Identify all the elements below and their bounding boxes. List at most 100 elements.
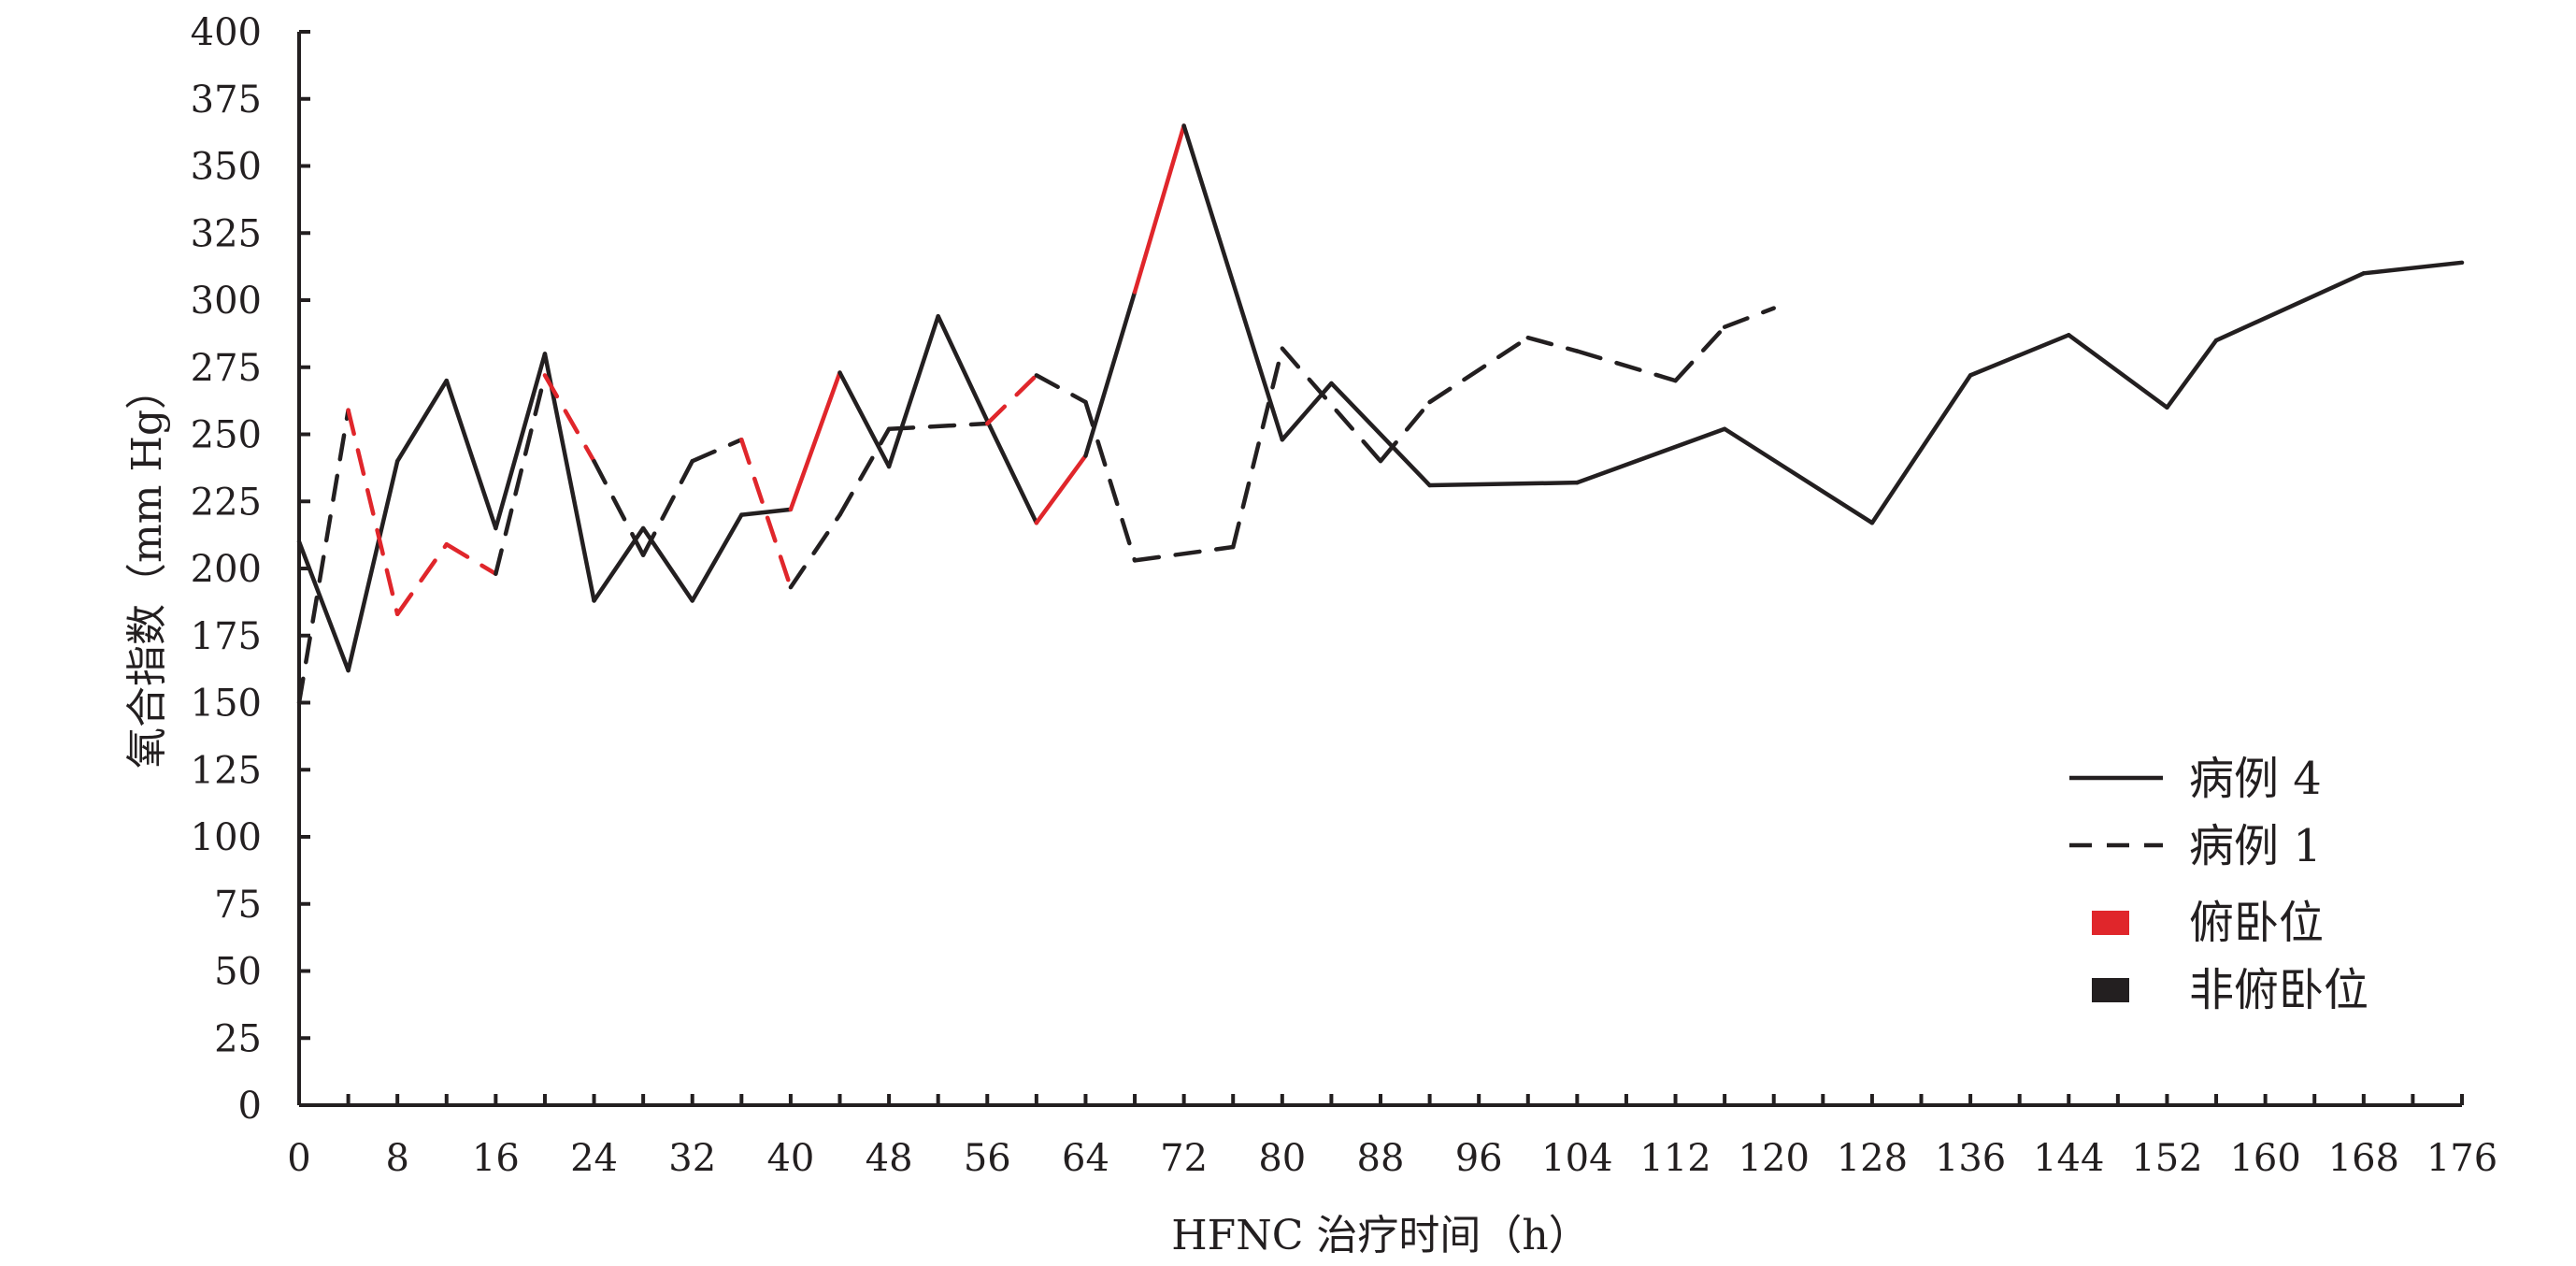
- legend-swatch: [2092, 978, 2129, 1002]
- legend-label: 非俯卧位: [2189, 964, 2368, 1016]
- prone-segment: [788, 370, 842, 512]
- non-prone-segment: [1869, 373, 1973, 525]
- non-prone-segment: [1968, 333, 2071, 378]
- non-prone-segment: [1329, 381, 1432, 488]
- y-tick-label: 25: [214, 1017, 262, 1060]
- y-tick-label: 225: [191, 481, 262, 524]
- x-tick-label: 104: [1541, 1137, 1612, 1180]
- x-tick-label: 72: [1160, 1137, 1208, 1180]
- prone-segment: [985, 373, 1039, 426]
- non-prone-segment: [1427, 335, 1531, 405]
- prone-segment: [1034, 453, 1088, 525]
- non-prone-segment: [2067, 333, 2169, 410]
- x-tick-label: 160: [2229, 1137, 2300, 1180]
- prone-segment: [739, 437, 794, 590]
- x-tick-label: 8: [385, 1137, 408, 1180]
- x-tick-label: 0: [287, 1137, 310, 1180]
- non-prone-segment: [542, 352, 596, 603]
- x-tick-label: 32: [668, 1137, 716, 1180]
- non-prone-segment: [1525, 335, 1580, 353]
- x-tick-label: 120: [1739, 1137, 1810, 1180]
- axes-layer: 0 25 50 75 100 125 150 175 200 225 250 275 300 325 350…: [191, 11, 2498, 1180]
- legend-label: 病例 1: [2189, 820, 2322, 872]
- y-tick-label: 125: [191, 749, 262, 792]
- non-prone-segment: [739, 507, 794, 517]
- non-prone-segment: [1280, 381, 1334, 442]
- non-prone-segment: [494, 373, 548, 576]
- non-prone-segment: [1427, 480, 1580, 488]
- non-prone-segment: [1083, 399, 1138, 563]
- non-prone-segment: [346, 458, 400, 673]
- series-dashed: [296, 306, 1776, 705]
- x-tick-label: 112: [1639, 1137, 1710, 1180]
- non-prone-segment: [1181, 123, 1285, 442]
- non-prone-segment: [1378, 399, 1432, 464]
- y-tick-label: 50: [214, 951, 262, 994]
- non-prone-segment: [1722, 306, 1776, 329]
- y-tick-label: 75: [214, 884, 262, 927]
- x-tick-label: 56: [964, 1137, 1011, 1180]
- y-axis-title: 氧合指数（mm Hg）: [123, 368, 171, 769]
- y-tick-label: 200: [191, 548, 262, 591]
- y-ticks: 0 25 50 75 100 125 150 175 200 225 250 275 300 325 350…: [191, 11, 310, 1128]
- non-prone-segment: [2165, 338, 2219, 410]
- non-prone-segment: [886, 421, 990, 432]
- non-prone-segment: [592, 458, 646, 557]
- non-prone-segment: [296, 408, 351, 705]
- legend-swatch: [2092, 911, 2129, 935]
- non-prone-segment: [296, 539, 351, 673]
- x-tick-label: 176: [2426, 1137, 2497, 1180]
- non-prone-segment: [394, 378, 450, 464]
- y-tick-label: 150: [191, 683, 262, 726]
- series-solid: [296, 123, 2465, 673]
- non-prone-segment: [788, 512, 842, 590]
- non-prone-segment: [837, 426, 892, 517]
- x-tick-label: 136: [1935, 1137, 2006, 1180]
- x-tick-label: 88: [1357, 1137, 1405, 1180]
- x-tick-label: 144: [2033, 1137, 2104, 1180]
- x-tick-label: 152: [2131, 1137, 2202, 1180]
- x-tick-label: 24: [570, 1137, 618, 1180]
- non-prone-segment: [1230, 346, 1285, 550]
- legend-label: 病例 4: [2189, 753, 2322, 805]
- x-tick-label: 168: [2328, 1137, 2399, 1180]
- non-prone-segment: [1673, 324, 1727, 383]
- x-tick-label: 48: [866, 1137, 913, 1180]
- x-tick-label: 40: [766, 1137, 814, 1180]
- non-prone-segment: [640, 458, 694, 557]
- legend-label: 俯卧位: [2189, 897, 2324, 949]
- x-ticks: 0 8 16 24 32 40 48 56 64 72 80 88 96 104 112 120 128 136 1…: [287, 1094, 2497, 1180]
- non-prone-segment: [1575, 349, 1678, 383]
- prone-segment: [1132, 123, 1186, 295]
- non-prone-segment: [1083, 290, 1138, 458]
- x-tick-label: 128: [1837, 1137, 1908, 1180]
- non-prone-segment: [837, 370, 892, 469]
- non-prone-segment: [690, 437, 744, 464]
- prone-segment: [444, 541, 498, 576]
- non-prone-segment: [690, 512, 744, 603]
- y-tick-label: 175: [191, 615, 262, 658]
- non-prone-segment: [2213, 271, 2367, 343]
- non-prone-segment: [1575, 426, 1727, 485]
- y-tick-label: 100: [191, 816, 262, 859]
- y-tick-label: 350: [191, 146, 262, 189]
- y-tick-label: 375: [191, 79, 262, 122]
- x-tick-label: 64: [1062, 1137, 1109, 1180]
- prone-segment: [346, 408, 400, 617]
- y-tick-label: 250: [191, 414, 262, 457]
- non-prone-segment: [886, 313, 940, 469]
- y-tick-label: 0: [238, 1085, 262, 1128]
- non-prone-segment: [1034, 373, 1088, 405]
- non-prone-segment: [985, 418, 1039, 525]
- x-tick-label: 96: [1455, 1137, 1503, 1180]
- non-prone-segment: [1280, 346, 1383, 464]
- y-tick-label: 275: [191, 347, 262, 390]
- series-layer: [296, 123, 2465, 705]
- y-tick-label: 300: [191, 280, 262, 323]
- y-tick-label: 400: [191, 11, 262, 54]
- x-axis-title: HFNC 治疗时间（h）: [1171, 1212, 1589, 1259]
- non-prone-segment: [1722, 426, 1875, 525]
- y-tick-label: 325: [191, 212, 262, 255]
